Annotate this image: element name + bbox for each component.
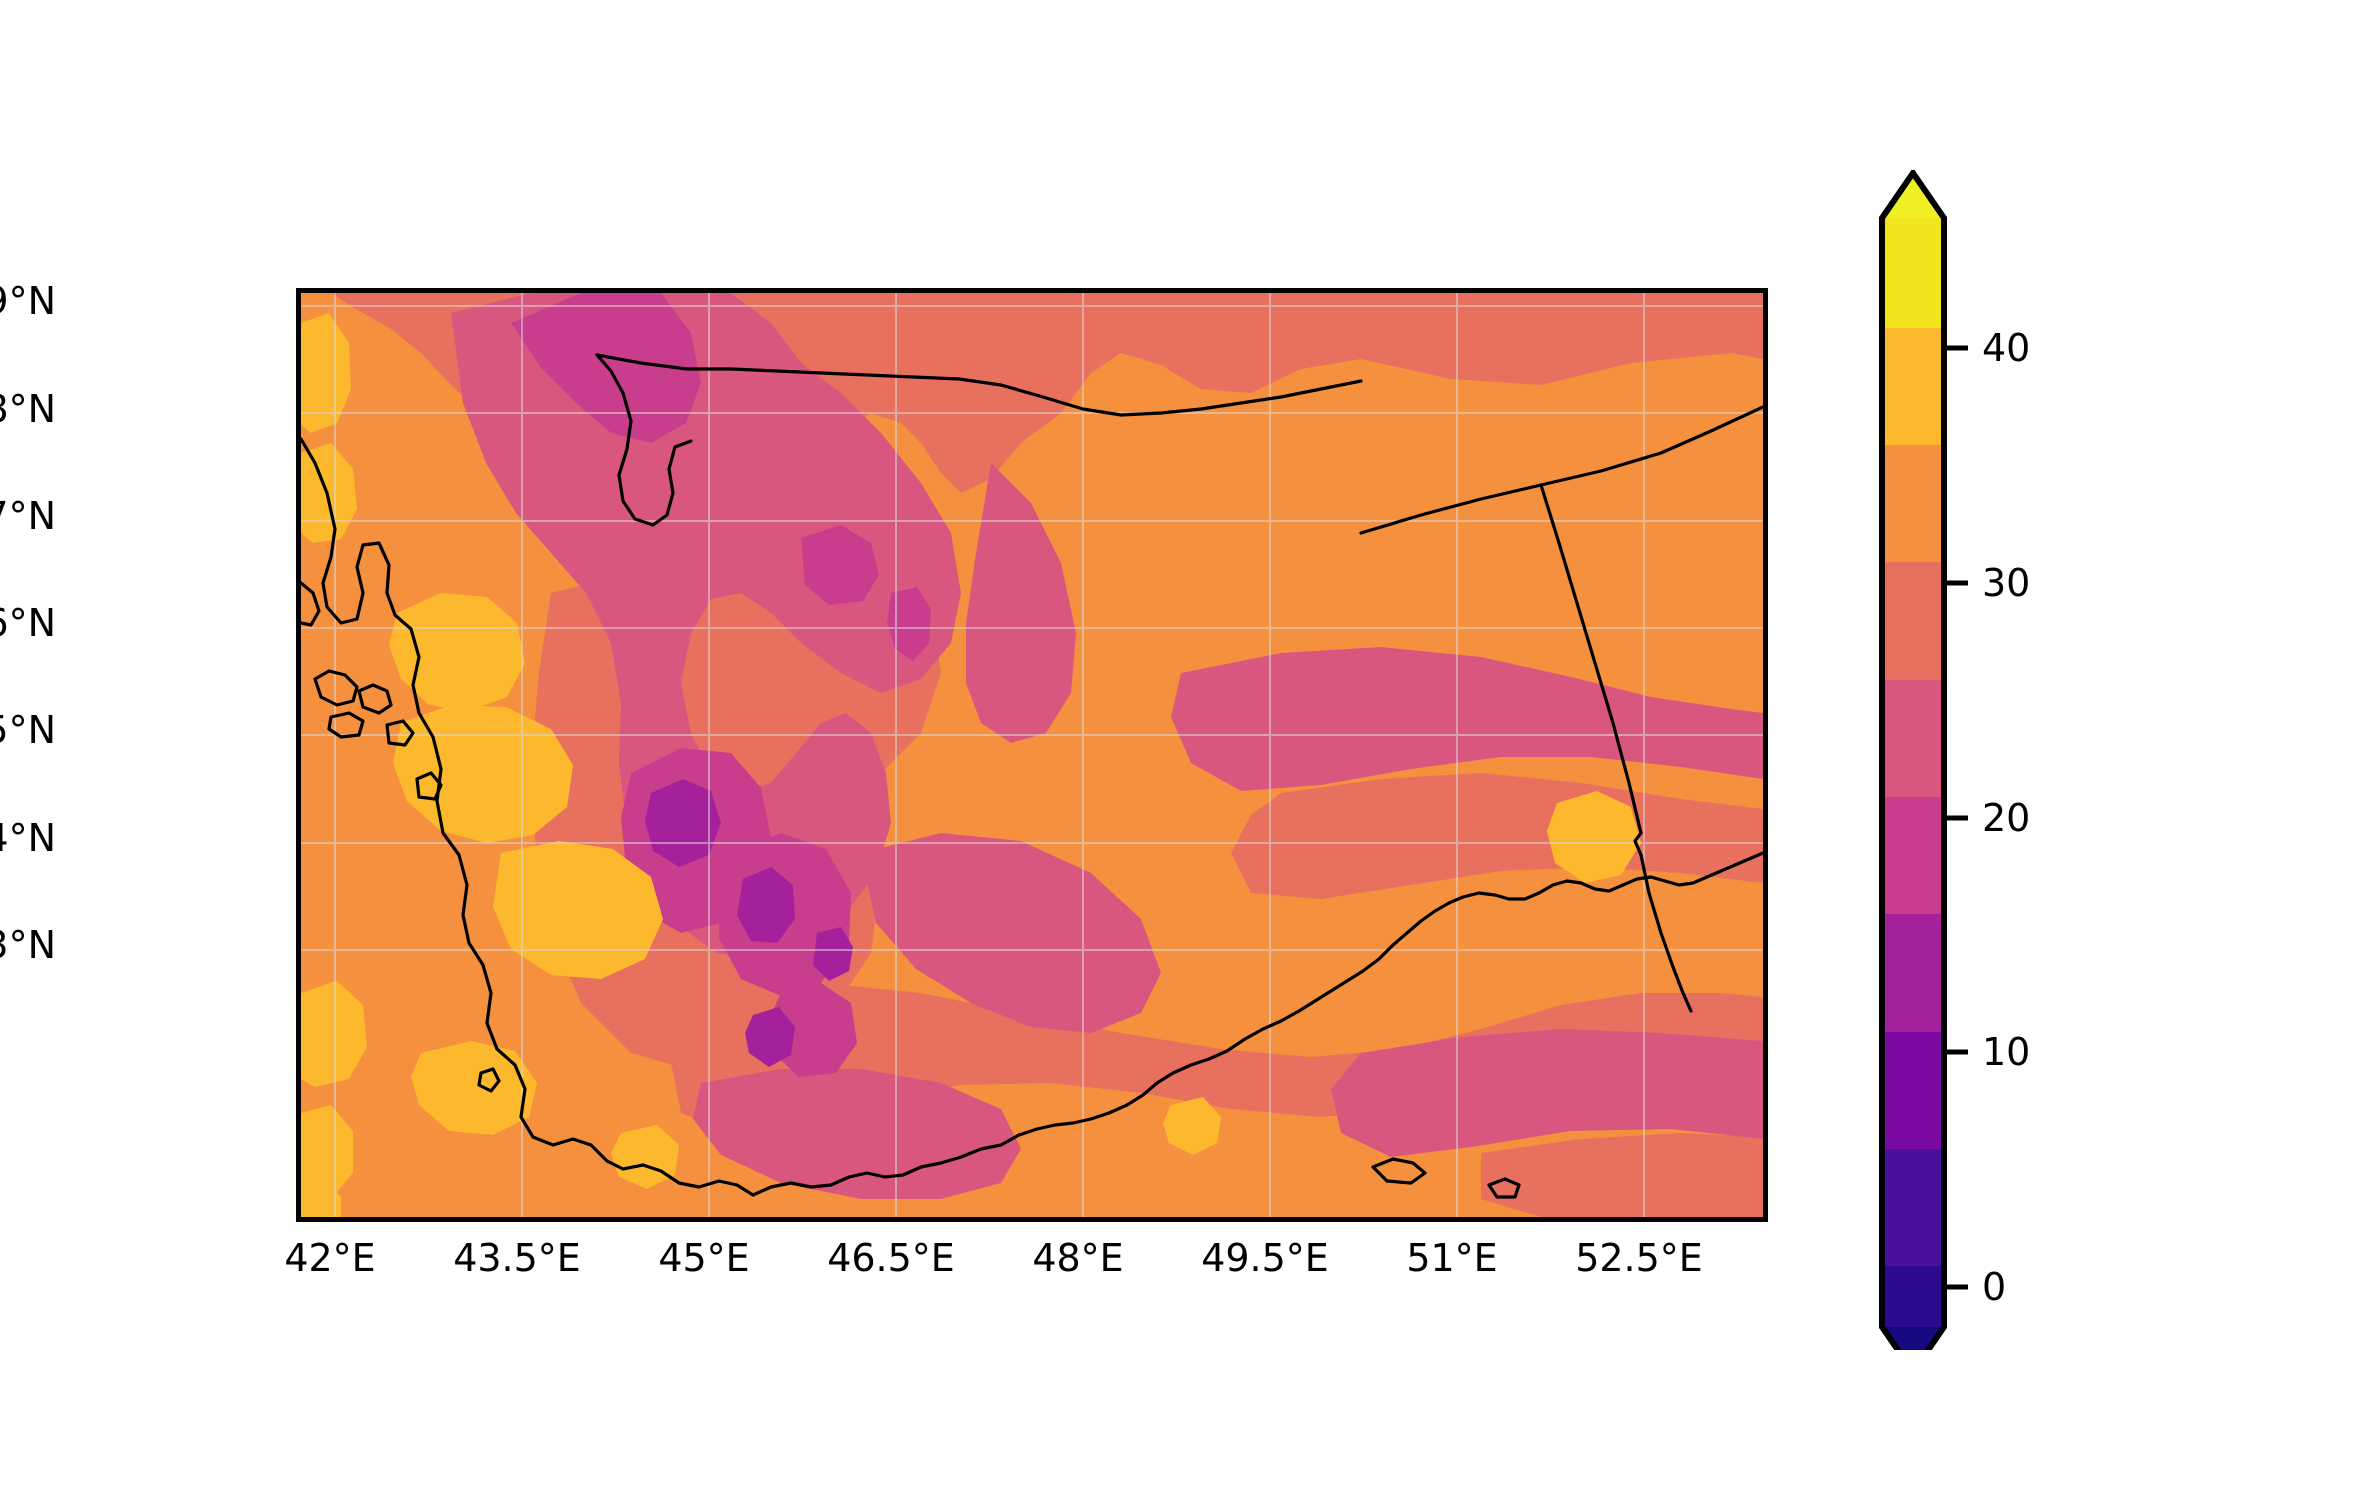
coastline-border-overlay xyxy=(301,353,1763,1199)
ytick-label: 17°N xyxy=(0,494,56,538)
xtick-label: 46.5°E xyxy=(827,1236,955,1280)
colorbar-tick-label: 30 xyxy=(1982,561,2031,605)
map-axes xyxy=(296,288,1768,1222)
xtick-label: 43.5°E xyxy=(453,1236,581,1280)
temperature-contour-map xyxy=(301,293,1763,1217)
xtick-label: 49.5°E xyxy=(1201,1236,1329,1280)
xtick-label: 45°E xyxy=(658,1236,750,1280)
contour-band-20-25 xyxy=(451,293,1763,1199)
ytick-label: 13°N xyxy=(0,923,56,967)
colorbar-tick-label: 10 xyxy=(1982,1030,2031,1074)
colorbar-outline xyxy=(1879,170,1947,1350)
ytick-label: 14°N xyxy=(0,816,56,860)
xtick-label: 51°E xyxy=(1406,1236,1498,1280)
colorbar-gradient xyxy=(1879,170,1968,1350)
colorbar-tick-label: 20 xyxy=(1982,796,2031,840)
xtick-label: 42°E xyxy=(284,1236,376,1280)
colorbar-tick-label: 40 xyxy=(1982,326,2031,370)
ytick-label: 18°N xyxy=(0,387,56,431)
xtick-label: 48°E xyxy=(1032,1236,1124,1280)
ytick-label: 19°N xyxy=(0,279,56,323)
ytick-label: 15°N xyxy=(0,708,56,752)
colorbar-ticks xyxy=(1944,345,1968,1290)
map-gridlines xyxy=(301,293,1763,1217)
contour-band-10-15 xyxy=(645,779,853,1067)
colorbar-bands xyxy=(1882,218,1944,1327)
colorbar-over-arrow xyxy=(1882,173,1944,218)
colorbar-tick-label: 0 xyxy=(1982,1265,2007,1309)
xtick-label: 52.5°E xyxy=(1575,1236,1703,1280)
colorbar: 40 30 20 10 0 xyxy=(1872,170,2292,1350)
ytick-label: 16°N xyxy=(0,601,56,645)
